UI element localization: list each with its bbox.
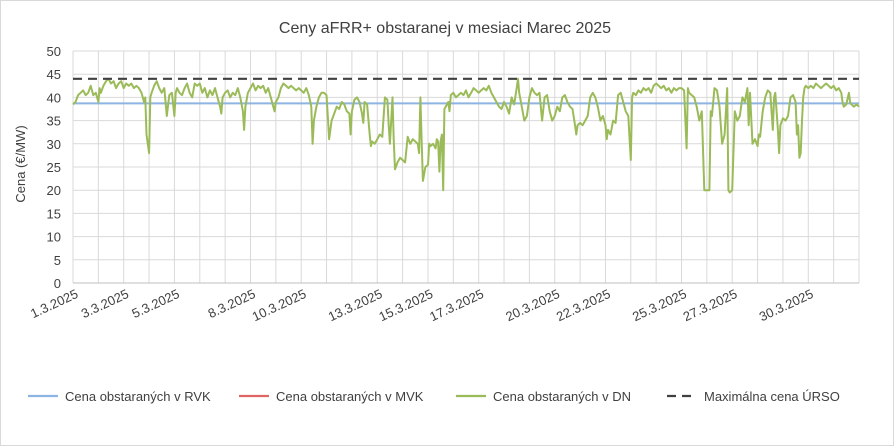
y-tick-label: 0 [54,276,61,291]
series-line-2 [72,77,860,194]
y-tick-label: 40 [47,90,61,105]
y-tick-label: 30 [47,137,61,152]
y-tick-label: 20 [47,183,61,198]
grid [72,50,860,284]
y-axis-title: Cena (€/MW) [13,125,28,202]
x-tick-label: 3.3.2025 [79,286,131,321]
legend-label: Cena obstaraných v DN [493,389,631,404]
legend: Cena obstaraných v RVK Cena obstaraných v… [28,389,840,404]
x-tick-label: 1.3.2025 [28,286,80,321]
legend-label: Cena obstaraných v MVK [276,389,424,404]
y-tick-label: 15 [47,206,61,221]
x-tick-label: 15.3.2025 [376,286,435,324]
y-tick-label: 10 [47,230,61,245]
y-tick-label: 25 [47,160,61,175]
y-tick-label: 35 [47,114,61,129]
series-layer [72,77,860,194]
x-tick-label: 5.3.2025 [129,286,181,321]
x-tick-label: 22.3.2025 [554,286,613,324]
y-tick-label: 50 [47,44,61,59]
x-tick-label: 17.3.2025 [427,286,486,324]
x-tick-label: 13.3.2025 [326,286,385,324]
y-tick-label: 45 [47,67,61,82]
y-axis-ticks: 0 5 10 15 20 25 30 35 40 45 50 [47,44,61,291]
x-tick-label: 20.3.2025 [503,286,562,324]
x-tick-label: 30.3.2025 [757,286,816,324]
x-tick-label: 27.3.2025 [681,286,740,324]
y-tick-label: 5 [54,253,61,268]
chart-title: Ceny aFRR+ obstaranej v mesiaci Marec 20… [279,20,611,37]
x-tick-label: 10.3.2025 [250,286,309,324]
x-tick-label: 8.3.2025 [206,286,258,321]
x-tick-label: 25.3.2025 [630,286,689,324]
legend-label: Maximálna cena ÚRSO [704,389,840,404]
legend-label: Cena obstaraných v RVK [65,389,211,404]
